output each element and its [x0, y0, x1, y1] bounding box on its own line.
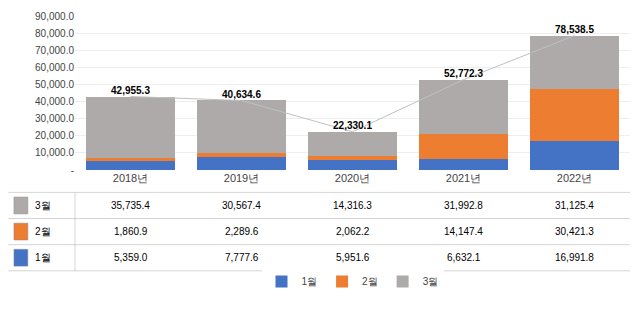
svg-text:42,955.3: 42,955.3: [111, 85, 150, 96]
svg-text:14,316.3: 14,316.3: [333, 200, 372, 211]
svg-text:2020년: 2020년: [335, 172, 370, 184]
svg-text:2022년: 2022년: [557, 172, 592, 184]
svg-text:20,000.0: 20,000.0: [35, 130, 74, 141]
svg-text:5,359.0: 5,359.0: [114, 252, 148, 263]
svg-text:5,951.6: 5,951.6: [336, 252, 370, 263]
svg-text:70,000.0: 70,000.0: [35, 45, 74, 56]
svg-text:40,634.6: 40,634.6: [222, 89, 261, 100]
svg-text:90,000.0: 90,000.0: [35, 11, 74, 22]
svg-text:1,860.9: 1,860.9: [114, 226, 148, 237]
svg-text:40,000.0: 40,000.0: [35, 96, 74, 107]
svg-text:6,632.1: 6,632.1: [447, 252, 481, 263]
svg-text:-: -: [71, 165, 74, 176]
svg-text:22,330.1: 22,330.1: [333, 120, 372, 131]
svg-text:16,991.8: 16,991.8: [555, 252, 594, 263]
svg-text:1월: 1월: [302, 276, 318, 287]
svg-text:31,125.4: 31,125.4: [555, 200, 594, 211]
svg-text:7,777.6: 7,777.6: [225, 252, 259, 263]
svg-text:2,289.6: 2,289.6: [225, 226, 259, 237]
svg-text:30,421.3: 30,421.3: [555, 226, 594, 237]
svg-text:2021년: 2021년: [446, 172, 481, 184]
svg-text:1월: 1월: [35, 252, 51, 263]
svg-text:2월: 2월: [362, 276, 378, 287]
svg-text:35,735.4: 35,735.4: [111, 200, 150, 211]
svg-text:2018년: 2018년: [113, 172, 148, 184]
svg-text:2,062.2: 2,062.2: [336, 226, 370, 237]
svg-text:52,772.3: 52,772.3: [444, 68, 483, 79]
svg-text:31,992.8: 31,992.8: [444, 200, 483, 211]
svg-text:50,000.0: 50,000.0: [35, 79, 74, 90]
svg-text:3월: 3월: [35, 200, 51, 211]
svg-text:30,000.0: 30,000.0: [35, 113, 74, 124]
svg-text:14,147.4: 14,147.4: [444, 226, 483, 237]
svg-text:2월: 2월: [35, 226, 51, 237]
svg-text:78,538.5: 78,538.5: [555, 24, 594, 35]
svg-text:60,000.0: 60,000.0: [35, 62, 74, 73]
svg-text:2019년: 2019년: [224, 172, 259, 184]
svg-text:30,567.4: 30,567.4: [222, 200, 261, 211]
svg-text:10,000.0: 10,000.0: [35, 147, 74, 158]
svg-text:3월: 3월: [423, 276, 439, 287]
svg-text:80,000.0: 80,000.0: [35, 28, 74, 39]
